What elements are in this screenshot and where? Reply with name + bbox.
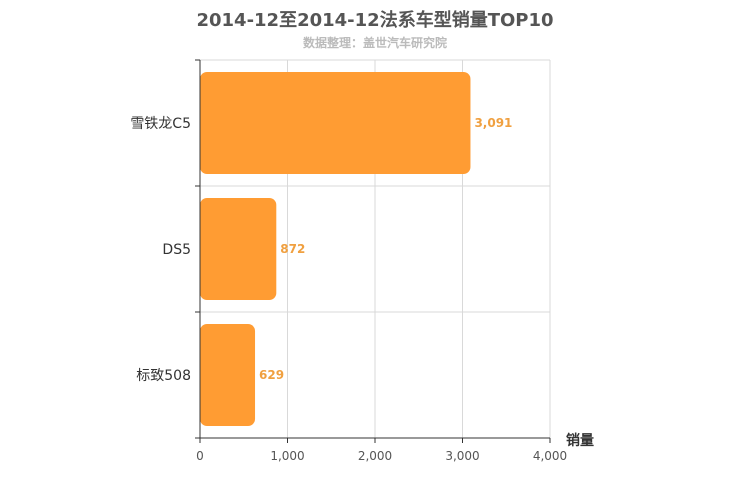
bars: [200, 72, 471, 426]
category-label: 标致508: [136, 368, 191, 384]
labels: 3,091 雪铁龙C5 872 DS5 629 标致508 0 1,000 2,000 3,000…: [130, 116, 594, 463]
category-label: DS5: [162, 242, 191, 258]
x-tick-label: 0: [196, 449, 204, 463]
data-label: 872: [280, 242, 305, 256]
x-axis-title: 销量: [566, 432, 594, 449]
category-label: 雪铁龙C5: [130, 116, 191, 132]
axes: [195, 59, 551, 443]
data-label: 3,091: [474, 116, 512, 130]
x-tick-label: 1,000: [270, 449, 304, 463]
chart-title: 2014-12至2014-12法系车型销量TOP10: [196, 10, 554, 31]
data-label: 629: [259, 368, 284, 382]
bar: [200, 198, 277, 300]
x-tick-label: 3,000: [445, 449, 479, 463]
x-tick-label: 2,000: [358, 449, 392, 463]
x-tick-label: 4,000: [533, 449, 567, 463]
chart-subtitle: 数据整理：盖世汽车研究院: [302, 36, 447, 50]
bar: [200, 72, 471, 174]
bar: [200, 324, 256, 426]
